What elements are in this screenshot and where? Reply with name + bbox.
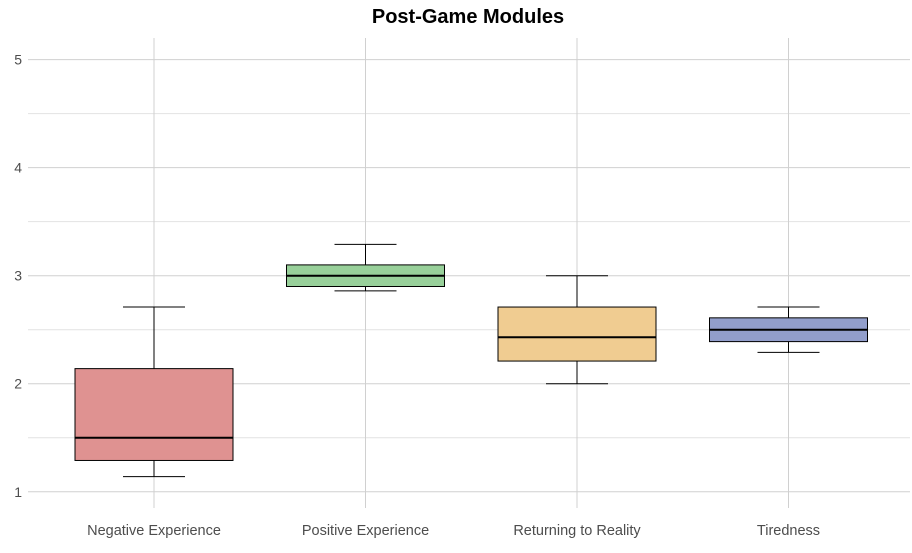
- chart-title: Post-Game Modules: [372, 6, 564, 28]
- y-tick-label: 5: [14, 52, 22, 68]
- x-category-label: Returning to Reality: [513, 523, 641, 539]
- x-axis-category-labels: Negative Experience Positive Experience Re…: [87, 523, 820, 539]
- box-negative-experience: [74, 306, 234, 478]
- box-tiredness: [709, 306, 868, 353]
- box-body: [74, 368, 234, 461]
- y-tick-label: 2: [14, 376, 22, 392]
- box-positive-experience: [286, 243, 445, 292]
- y-tick-label: 3: [14, 268, 22, 284]
- x-category-label: Positive Experience: [302, 523, 429, 539]
- box-body: [497, 306, 657, 362]
- x-category-label: Tiredness: [757, 523, 820, 539]
- y-tick-label: 4: [14, 160, 22, 176]
- box-returning-to-reality: [497, 275, 657, 385]
- y-axis-tick-labels: 1 2 3 4 5: [14, 52, 22, 500]
- y-tick-label: 1: [14, 484, 22, 500]
- boxes: [74, 243, 868, 478]
- x-category-label: Negative Experience: [87, 523, 221, 539]
